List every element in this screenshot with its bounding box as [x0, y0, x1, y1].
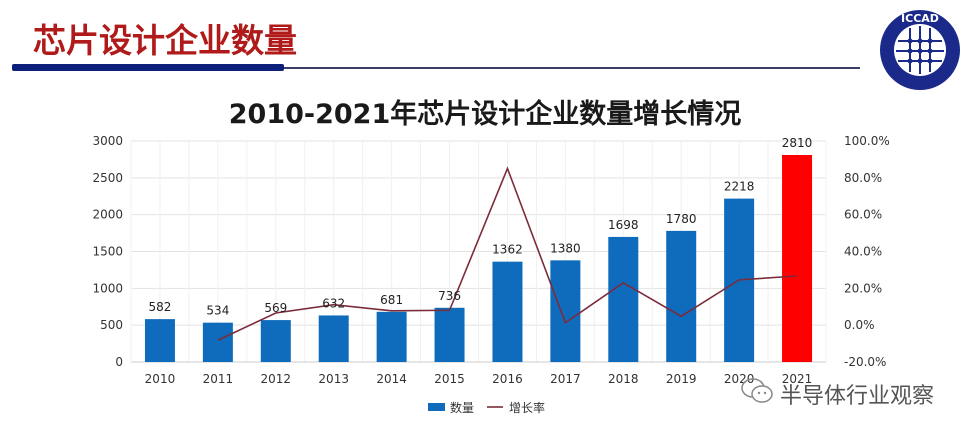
svg-text:2011: 2011 [203, 372, 234, 386]
y-axis-right: -20.0% 0.0% 20.0% 40.0% 60.0% 80.0% 100.0% [844, 134, 890, 369]
svg-text:0.0%: 0.0% [844, 318, 875, 332]
svg-text:数量: 数量 [450, 400, 474, 415]
bar-2013 [318, 315, 349, 362]
svg-text:1000: 1000 [92, 281, 123, 295]
data-label: 2218 [724, 180, 755, 194]
bar-2010 [144, 319, 175, 362]
bar-2018 [608, 236, 639, 362]
bar-2014 [376, 311, 407, 362]
data-label: 1780 [666, 212, 697, 226]
svg-text:2014: 2014 [376, 372, 407, 386]
bar-series [144, 154, 813, 362]
page-title: 芯片设计企业数量 [33, 21, 297, 60]
bar-2015 [434, 307, 465, 362]
bar-2017 [550, 260, 581, 362]
bar-2012 [260, 320, 291, 362]
bar-2021 [782, 154, 813, 362]
x-axis: 2010 2011 2012 2013 2014 2015 2016 2017 2018 2019… [145, 372, 813, 386]
svg-text:2013: 2013 [318, 372, 349, 386]
svg-text:80.0%: 80.0% [844, 171, 882, 185]
title-underline-thin [284, 67, 860, 69]
svg-text:60.0%: 60.0% [844, 208, 882, 222]
data-label: 1698 [608, 218, 639, 232]
chart-title: 2010-2021年芯片设计企业数量增长情况 [228, 99, 742, 130]
data-label: 2810 [782, 136, 813, 150]
svg-text:2000: 2000 [92, 208, 123, 222]
svg-text:2020: 2020 [724, 372, 755, 386]
svg-text:-20.0%: -20.0% [844, 355, 886, 369]
svg-text:2016: 2016 [492, 372, 523, 386]
watermark-text: 半导体行业观察 [780, 384, 935, 409]
svg-text:2010: 2010 [145, 372, 176, 386]
watermark: 半导体行业观察 [740, 377, 934, 411]
svg-text:40.0%: 40.0% [844, 245, 882, 259]
title-underline-thick [12, 64, 284, 71]
svg-text:0: 0 [115, 355, 123, 369]
svg-text:2019: 2019 [666, 372, 697, 386]
bar-2016 [492, 261, 523, 362]
data-label: 736 [438, 289, 461, 303]
svg-text:2500: 2500 [92, 171, 123, 185]
svg-text:增长率: 增长率 [509, 400, 545, 415]
data-label: 1380 [550, 241, 581, 255]
svg-text:500: 500 [100, 318, 123, 332]
svg-text:2015: 2015 [434, 372, 465, 386]
logo-text: ICCAD [901, 12, 939, 25]
bar-2019 [666, 230, 697, 362]
data-label: 569 [264, 301, 287, 315]
svg-text:1500: 1500 [92, 245, 123, 259]
data-labels: 582 534 569 632 681 736 1362 1380 1698 1780 2218 28… [149, 136, 813, 318]
grid-lines [130, 140, 827, 363]
data-label: 1362 [492, 243, 523, 257]
svg-text:2018: 2018 [608, 372, 639, 386]
svg-text:2021: 2021 [782, 372, 813, 386]
svg-text:100.0%: 100.0% [844, 134, 890, 148]
wechat-icon [740, 377, 774, 411]
svg-text:2012: 2012 [261, 372, 292, 386]
data-label: 534 [206, 304, 229, 318]
svg-text:3000: 3000 [92, 134, 123, 148]
bar-2011 [202, 322, 233, 362]
svg-text:2017: 2017 [550, 372, 581, 386]
iccad-logo-icon: ICCAD [878, 8, 962, 92]
y-axis-left: 0 500 1000 1500 2000 2500 3000 [92, 134, 123, 369]
legend: 数量 增长率 [428, 400, 545, 415]
data-label: 632 [322, 296, 345, 310]
data-label: 582 [149, 300, 172, 314]
data-label: 681 [380, 293, 403, 307]
growth-rate-line [217, 166, 798, 341]
svg-text:20.0%: 20.0% [844, 281, 882, 295]
